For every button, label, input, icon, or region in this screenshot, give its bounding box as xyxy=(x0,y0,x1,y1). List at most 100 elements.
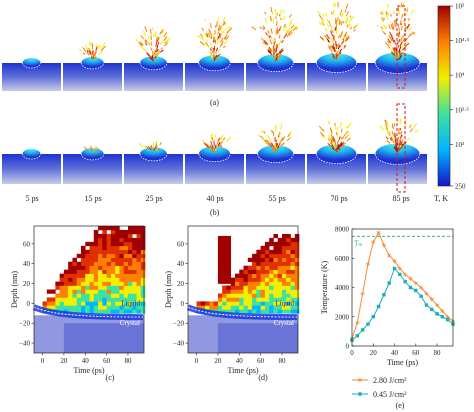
x-tick-label: 40 xyxy=(391,349,399,357)
snapshot-frame xyxy=(2,58,61,91)
data-point: ✶ xyxy=(365,260,372,269)
tm-annotation: Tₘ xyxy=(354,239,363,247)
y-axis-label: Depth (nm) xyxy=(164,271,173,308)
data-point xyxy=(392,266,397,271)
data-point: ✶ xyxy=(402,270,409,279)
time-label: 5 ps xyxy=(25,194,38,203)
data-point xyxy=(382,293,386,297)
data-point: ✶ xyxy=(359,289,366,298)
colorbar-unit: T, K xyxy=(434,194,448,203)
snapshot-frame xyxy=(246,6,305,91)
y-tick-label: −40 xyxy=(173,340,184,348)
y-tick-label: 40 xyxy=(177,260,185,268)
y-tick-label: 60 xyxy=(23,240,31,248)
y-tick-label: 2000 xyxy=(335,313,350,321)
data-point xyxy=(387,281,391,285)
snapshot-frame xyxy=(63,41,122,91)
colorbar-tick-label: 10⁴·⁵ xyxy=(455,37,470,45)
x-tick-label: 20 xyxy=(60,357,68,365)
colorbar-tick-label: 10³·⁵ xyxy=(455,106,469,114)
snapshot-frame xyxy=(185,16,244,91)
temperature-chart: Tₘ✶✶✶✶✶✶✶✶✶✶✶✶✶✶✶✶✶✶✶✶020406080020004000… xyxy=(320,226,456,400)
colorbar-gradient xyxy=(437,5,451,187)
colorbar-tick-label: 250 xyxy=(455,183,466,191)
colorbar: 10⁵ 10⁴·⁵ 10⁴ 10³·⁵ 10³ 250 T, K xyxy=(434,3,470,204)
y-tick-label: 6000 xyxy=(335,255,350,263)
x-tick-label: 20 xyxy=(370,349,378,357)
x-tick-label: 0 xyxy=(350,349,354,357)
data-point: ✶ xyxy=(354,319,361,328)
legend-label: 0.45 J/cm² xyxy=(373,390,407,399)
x-axis-label: Time (ps) xyxy=(387,358,418,367)
colorbar-tick-label: 10³ xyxy=(455,141,464,149)
y-tick-label: 0 xyxy=(181,300,185,308)
snapshot-frame xyxy=(307,1,366,91)
y-tick-label: −40 xyxy=(19,340,30,348)
data-point xyxy=(355,334,360,338)
snapshot-frame xyxy=(124,140,183,184)
x-tick-label: 60 xyxy=(257,357,265,365)
data-point xyxy=(440,315,445,319)
data-point: ✶ xyxy=(391,257,398,266)
data-point: ✶ xyxy=(370,238,377,247)
y-tick-label: 60 xyxy=(177,240,185,248)
data-point: ✶ xyxy=(418,284,425,293)
x-tick-label: 40 xyxy=(82,357,90,365)
snapshot-frame xyxy=(246,123,305,184)
panel-label-d: (d) xyxy=(258,373,268,382)
data-point xyxy=(430,307,434,312)
x-tick-label: 80 xyxy=(434,349,442,357)
x-axis-label: Time (ps) xyxy=(73,366,104,375)
svg-text:✶: ✶ xyxy=(357,376,364,385)
data-point xyxy=(366,322,370,326)
data-point: ✶ xyxy=(381,241,388,250)
x-tick-label: 0 xyxy=(195,357,199,365)
data-point xyxy=(371,315,375,319)
x-tick-label: 60 xyxy=(412,349,420,357)
data-point: ✶ xyxy=(434,301,441,310)
time-label: 85 ps xyxy=(392,194,409,203)
panel-label-e: (e) xyxy=(396,401,405,410)
y-axis-label: Temperature (K) xyxy=(320,260,329,314)
panel-label-b: (b) xyxy=(210,208,220,217)
data-point: ✶ xyxy=(423,289,430,298)
data-point: ✶ xyxy=(407,275,414,284)
x-tick-label: 0 xyxy=(41,357,45,365)
plot-frame xyxy=(351,228,454,347)
snapshot-frame xyxy=(63,145,122,184)
snapshot-frame xyxy=(2,149,61,184)
snapshot-frame xyxy=(307,120,366,184)
data-point xyxy=(445,317,450,322)
x-tick-label: 40 xyxy=(236,357,244,365)
data-point: ✶ xyxy=(439,307,446,316)
y-tick-label: 0 xyxy=(346,343,350,351)
data-point xyxy=(424,303,429,307)
liquid-label: Liquid xyxy=(121,299,140,307)
data-point xyxy=(408,285,413,290)
legend-label: 2.80 J/cm² xyxy=(373,376,407,385)
y-axis-label: Depth (nm) xyxy=(10,271,19,308)
y-tick-label: −20 xyxy=(173,320,184,328)
y-tick-label: 4000 xyxy=(335,284,350,292)
snapshot-frame xyxy=(368,2,427,91)
y-tick-label: 0 xyxy=(27,300,31,308)
time-label: 15 ps xyxy=(84,194,101,203)
snapshot-frame xyxy=(124,26,183,91)
crystal-label: Crystal xyxy=(274,319,294,327)
data-point xyxy=(419,294,423,298)
x-tick-label: 80 xyxy=(278,357,286,365)
data-point xyxy=(398,272,402,277)
y-tick-label: 8000 xyxy=(335,226,350,234)
y-tick-label: −20 xyxy=(19,320,30,328)
depth-time-map-c: 0 20 40 60 80 60 40 20 0 −20 −40 Time (ps) Depth (nm… xyxy=(10,225,146,375)
marker-box-b xyxy=(396,103,406,193)
data-point: ✶ xyxy=(444,313,451,322)
time-label: 25 ps xyxy=(145,194,162,203)
snapshot-row-a xyxy=(2,1,427,91)
time-label: 55 ps xyxy=(268,194,285,203)
time-label: 70 ps xyxy=(330,194,347,203)
liquid-label: Liquid xyxy=(275,299,294,307)
data-point xyxy=(414,288,418,293)
colorbar-tick-label: 10⁴ xyxy=(455,72,465,80)
